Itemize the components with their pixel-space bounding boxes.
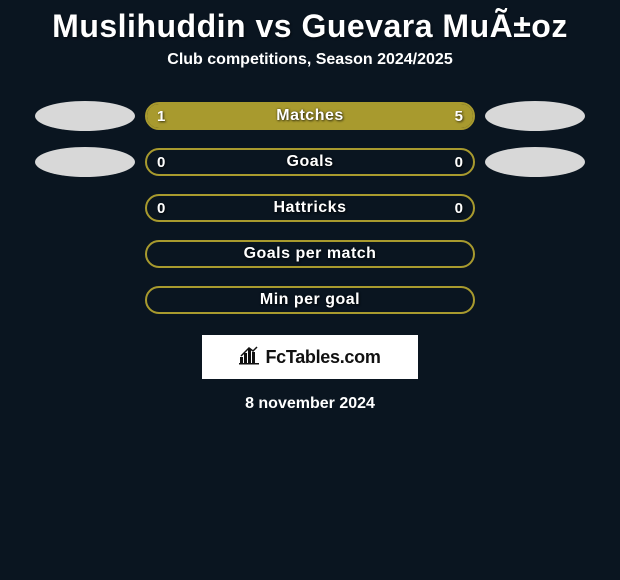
stat-label: Hattricks — [147, 196, 473, 220]
logo-text: FcTables.com — [265, 347, 380, 368]
player-left-avatar — [35, 147, 135, 177]
player-left-avatar — [35, 101, 135, 131]
stat-label: Min per goal — [147, 288, 473, 312]
stat-bar: 15Matches — [145, 102, 475, 130]
stat-label: Goals per match — [147, 242, 473, 266]
bar-chart-icon — [239, 345, 261, 370]
comparison-panel: Muslihuddin vs Guevara MuÃ±oz Club compe… — [0, 0, 620, 413]
stat-bar: Goals per match — [145, 240, 475, 268]
season-subtitle: Club competitions, Season 2024/2025 — [0, 51, 620, 93]
stat-bar: Min per goal — [145, 286, 475, 314]
page-title: Muslihuddin vs Guevara MuÃ±oz — [0, 0, 620, 51]
stat-label: Goals — [147, 150, 473, 174]
report-date: 8 november 2024 — [0, 395, 620, 413]
stat-row: 00Goals — [0, 139, 620, 185]
stat-row: Goals per match — [0, 231, 620, 277]
stat-row: Min per goal — [0, 277, 620, 323]
player-right-avatar — [485, 101, 585, 131]
stat-bar: 00Hattricks — [145, 194, 475, 222]
stat-bar: 00Goals — [145, 148, 475, 176]
fctables-logo[interactable]: FcTables.com — [202, 335, 418, 379]
stat-row: 15Matches — [0, 93, 620, 139]
player-right-avatar — [485, 147, 585, 177]
stats-rows: 15Matches 00Goals 00Hattricks Goals per mat… — [0, 93, 620, 323]
stat-label: Matches — [147, 104, 473, 128]
stat-row: 00Hattricks — [0, 185, 620, 231]
